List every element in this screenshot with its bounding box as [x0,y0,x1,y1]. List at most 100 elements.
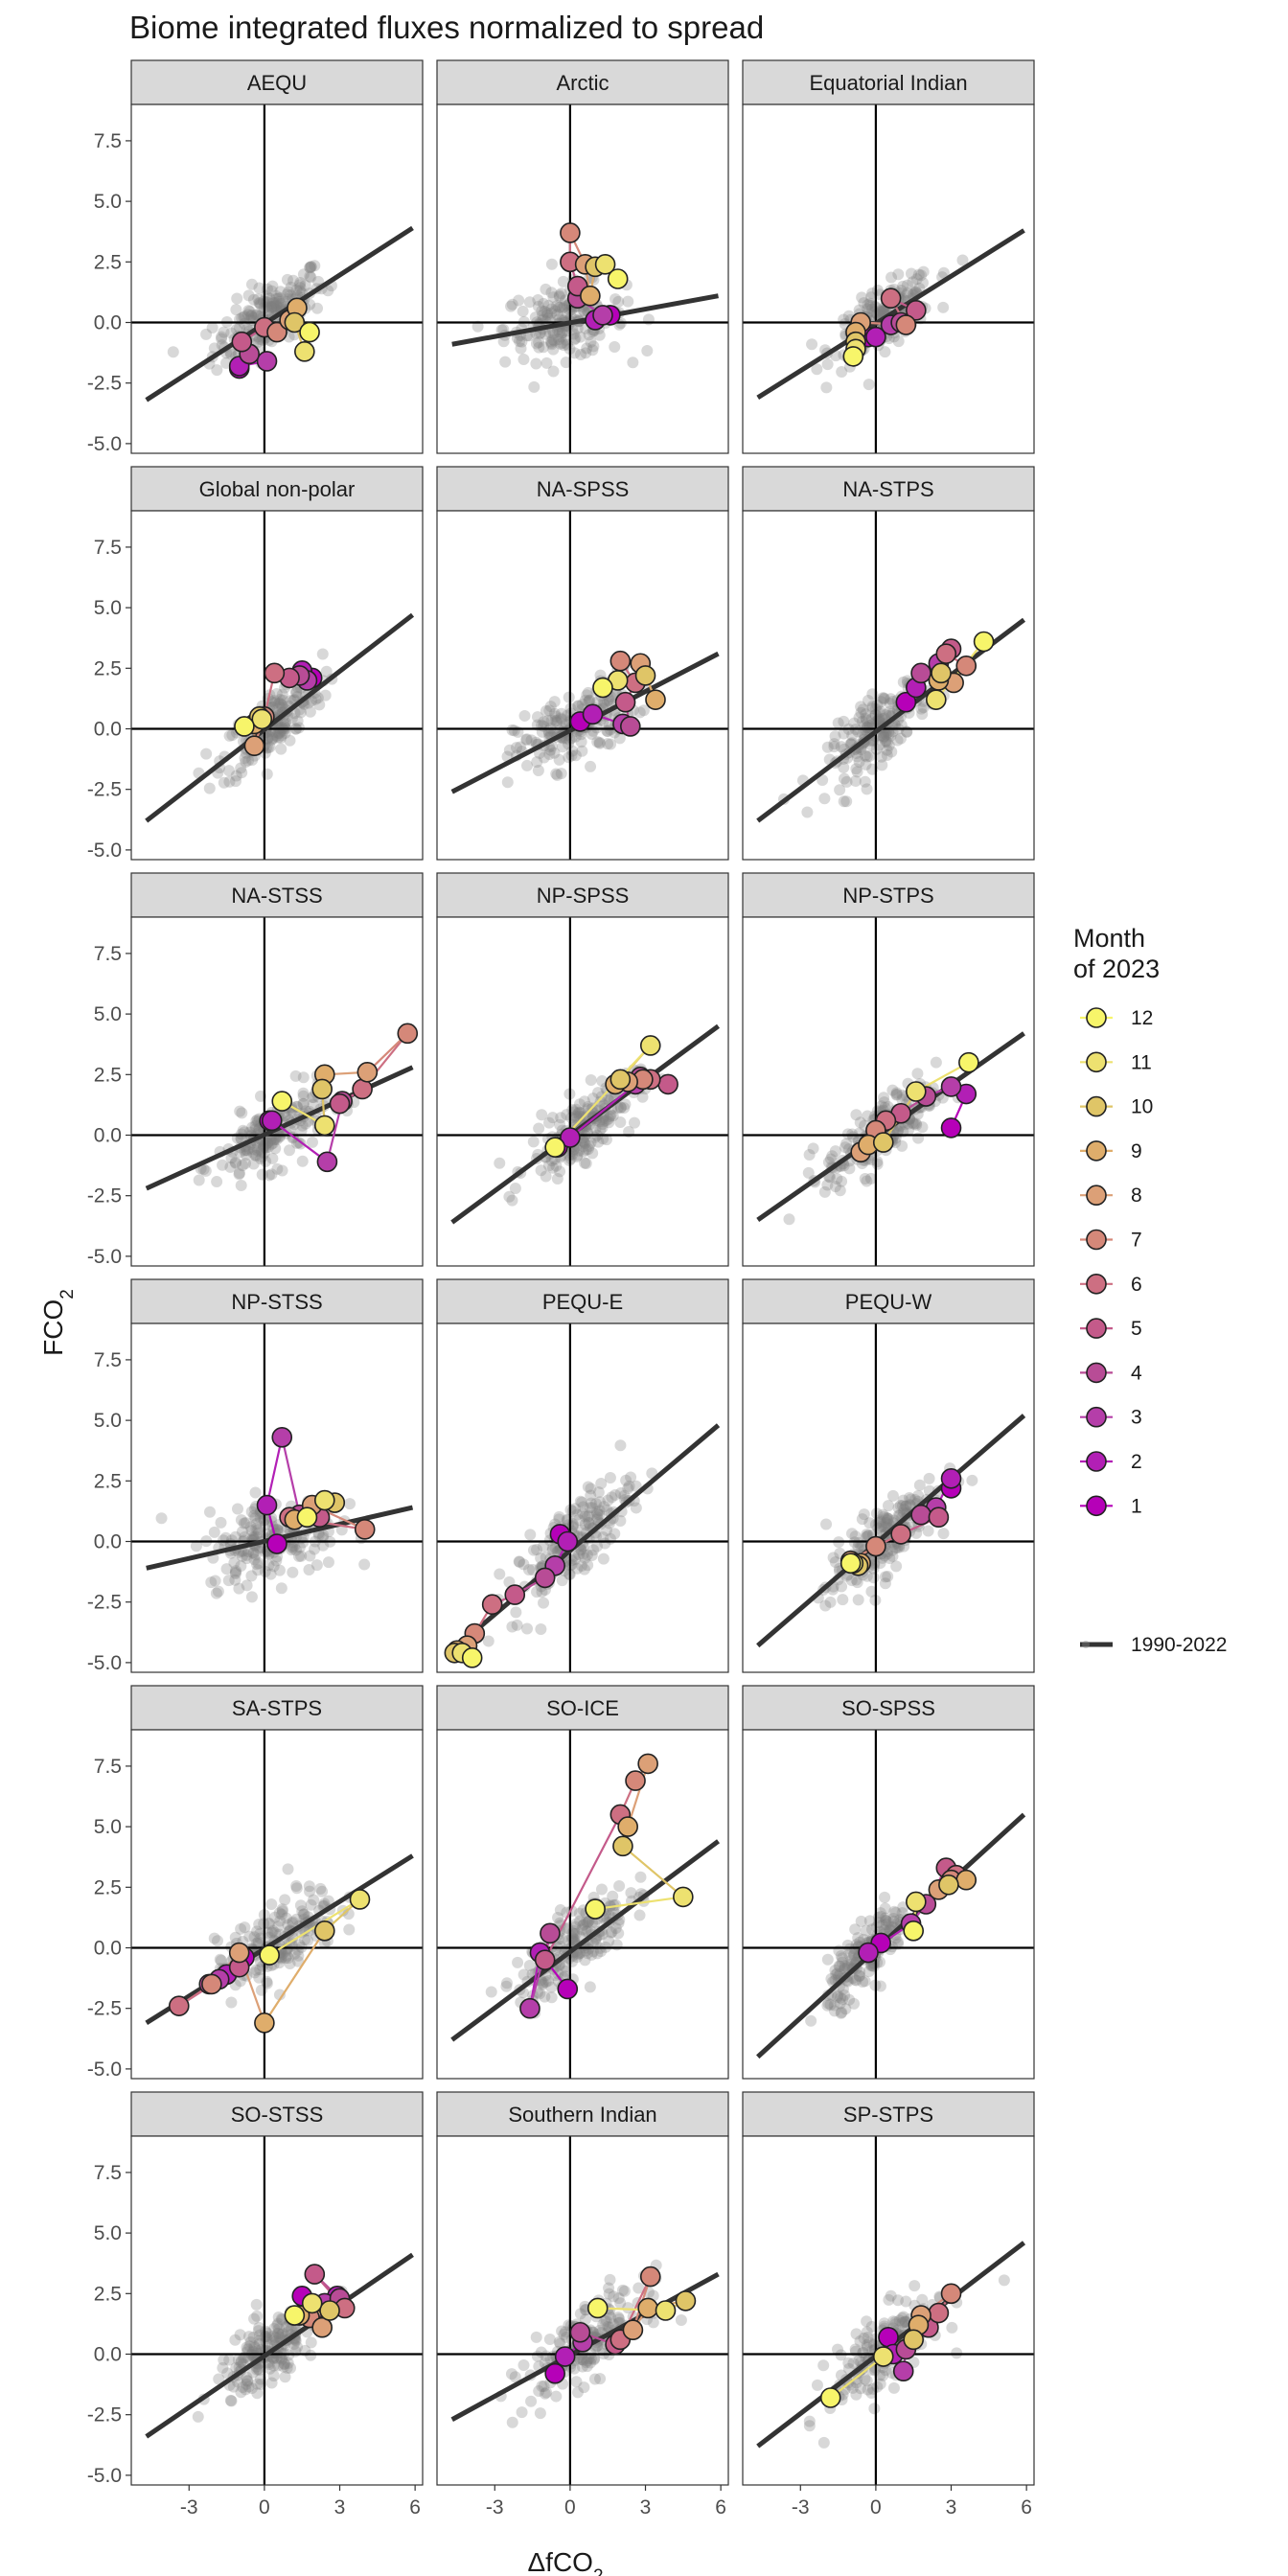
month-point-12 [840,1552,862,1575]
historical-point [209,1575,221,1587]
historical-point [858,1508,870,1521]
historical-point [627,356,639,369]
historical-point [857,1976,869,1989]
historical-point [894,732,907,745]
facet-strip [436,1685,729,1731]
historical-point [240,1149,252,1162]
historical-point [584,1981,596,1993]
historical-point [225,1152,238,1164]
historical-point [819,1599,832,1612]
historical-point [538,1597,550,1609]
y-tick-label: 7.5 [94,943,122,965]
historical-point [608,1898,620,1911]
historical-point [545,287,558,299]
plot-background [131,1730,423,2079]
historical-point [861,2375,873,2387]
month-point-11 [313,1115,335,1137]
historical-point [540,309,553,321]
historical-point [876,1919,888,1931]
historical-point [545,714,558,726]
historical-point [241,1549,253,1561]
historical-point [587,1544,600,1556]
historical-point [587,340,600,353]
historical-point [573,1549,586,1561]
historical-point [273,2331,286,2343]
historical-point [820,381,833,394]
historical-point [871,699,884,711]
historical-point [574,2354,586,2366]
historical-point [896,1139,908,1152]
historical-point [557,275,569,288]
historical-point [282,1863,294,1875]
historical-point [618,2285,631,2297]
historical-point [252,1524,264,1536]
historical-point [242,2380,255,2393]
historical-point [224,1161,237,1173]
historical-point [553,301,565,313]
historical-point [273,1564,286,1576]
historical-point [610,1898,622,1911]
historical-point [583,1140,595,1153]
historical-point [265,285,278,297]
plot-content [437,1323,728,1672]
historical-point [619,1098,632,1111]
historical-point [282,2357,294,2369]
historical-point [527,1563,540,1576]
month-path-segment [263,1930,326,2024]
historical-point [518,709,531,722]
historical-point [888,1905,901,1918]
historical-point [540,328,552,340]
month-path-segment [268,1898,361,1957]
historical-point [855,1540,867,1552]
month-point-5 [906,300,927,321]
historical-point [553,326,565,338]
historical-point [248,1509,261,1522]
historical-point [861,1529,873,1541]
historical-point [876,759,888,771]
legend-marker [1086,1140,1107,1162]
historical-point [251,1925,264,1938]
historical-point [287,1542,299,1554]
historical-point [322,1556,334,1569]
month-point-2 [560,1127,581,1148]
historical-point [860,708,872,721]
legend-item-7: 7 [1080,1230,1142,1252]
facet-label: NP-STSS [231,1290,322,1314]
historical-point [874,1557,886,1570]
legend-marker [1086,1495,1107,1517]
historical-point [254,1512,266,1525]
historical-point [305,261,317,273]
month-path-segment [594,1896,683,1911]
historical-point [555,288,567,300]
historical-point [806,338,818,351]
historical-point [211,1176,223,1188]
month-point-11 [301,2292,323,2314]
historical-point [240,2383,252,2396]
historical-point [840,2003,852,2015]
historical-point [554,1165,566,1178]
historical-point [306,1136,318,1148]
historical-point [923,1472,935,1484]
historical-point [240,1517,252,1530]
historical-point [343,1923,356,1936]
historical-point [900,1500,912,1512]
historical-point [585,335,597,348]
historical-point [270,2352,283,2364]
historical-point [270,729,283,742]
historical-point [527,1544,540,1556]
historical-point [822,1997,835,2010]
plot-content [743,1730,1034,2079]
historical-point [833,1960,845,1972]
historical-point [573,1106,586,1118]
historical-point [283,286,295,298]
historical-point [571,1151,584,1163]
historical-point [284,734,296,747]
legend-title-line2: of 2023 [1073,954,1160,983]
historical-point [247,311,260,324]
historical-point [890,1088,903,1100]
historical-point [482,1635,494,1647]
plot-content [131,2136,423,2485]
month-point-6 [264,662,286,684]
historical-point [272,2359,285,2372]
